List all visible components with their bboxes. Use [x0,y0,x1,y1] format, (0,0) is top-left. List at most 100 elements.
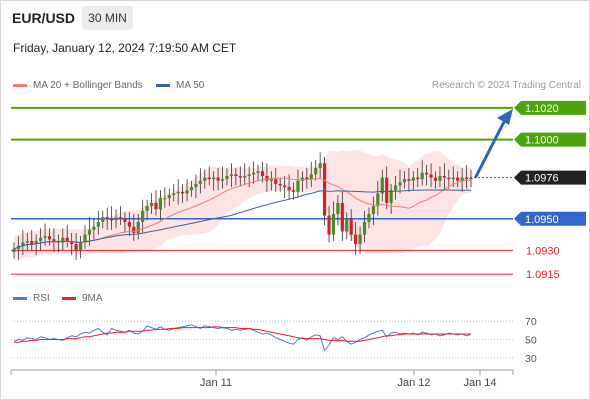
candle-body [65,237,69,241]
candle-body [425,172,429,175]
candle-body [78,242,83,251]
rsi-series-9ma [14,326,471,343]
level-tag-1.0930: 1.0930 [526,245,560,257]
candle-body [154,202,158,210]
candle-body [70,240,74,245]
candle-body [376,193,380,207]
candle-body [420,172,424,180]
level-tag-1.1000: 1.1000 [525,135,559,147]
forecast-arrow-shaft [474,120,506,179]
level-tag-bg-1.0950 [514,211,586,226]
candle-body [318,163,322,169]
legend-9ma-label: 9MA [82,293,103,304]
level-tag-1.0915: 1.0915 [526,269,560,281]
candle-body [12,248,16,252]
candle-body [234,174,238,176]
candle-body [291,190,296,192]
research-credit: Research © 2024 Trading Central [431,80,581,91]
candle-body [336,202,340,214]
candle-body [442,176,446,178]
x-tick-label: Jan 14 [463,377,496,389]
level-tag-bg-1.1020 [514,100,586,115]
candle-body [274,179,278,184]
candle-body [358,234,362,245]
legend-9ma: 9MA [62,293,103,304]
rsi-tick-30: 30 [525,353,537,365]
rsi-tick-70: 70 [525,316,537,328]
timestamp: Friday, January 12, 2024 7:19:50 AM CET [13,41,237,55]
legend-ma20-label: MA 20 + Bollinger Bands [33,80,143,91]
rsi-tick-50: 50 [525,335,537,347]
candle-body [145,206,149,211]
candle-body [47,236,52,240]
candle-body [87,229,92,235]
candle-body [83,234,87,243]
candle-body [331,214,336,235]
candle-body [172,193,176,195]
candle-body [367,214,371,222]
candle-body [469,177,473,180]
candle-body [105,217,109,219]
candle-body [269,179,273,181]
candle-body [181,191,185,194]
candle-body [101,217,105,222]
candle-body [296,180,300,192]
candle-body [207,177,211,180]
candle-body [340,202,344,232]
legend-ma50-label: MA 50 [176,80,205,91]
candle-body [260,171,265,176]
ma9-swatch [62,297,76,300]
legend-rsi-label: RSI [33,293,50,304]
candle-body [52,239,56,241]
candle-body [167,195,171,199]
candle-body [203,177,207,181]
candle-body [256,171,260,173]
candle-body [407,179,411,181]
candle-body [74,244,78,251]
candle-body [158,198,163,210]
candle-body [189,187,194,191]
candle-body [176,191,180,194]
candle-body [212,177,216,180]
candle-body [305,177,309,180]
candle-body [118,217,123,219]
candle-body [322,163,327,216]
candle-body [61,237,65,243]
candle-body [389,190,393,203]
legend-ma20: MA 20 + Bollinger Bands [13,80,143,91]
candle-body [416,177,420,180]
level-tag-1.1020: 1.1020 [525,103,559,115]
candle-body [25,240,29,243]
candle-body [92,226,96,230]
candle-body [433,177,438,181]
candle-body [398,182,402,186]
candle-body [229,174,234,176]
candle-body [110,218,114,221]
candle-body [327,215,331,235]
candle-body [185,190,189,194]
candle-body [345,218,349,232]
candle-body [114,217,118,221]
candle-body [385,177,389,203]
timeframe-button[interactable]: 30 MIN [82,6,133,30]
x-tick-label: Jan 11 [200,377,232,389]
candle-body [314,168,318,175]
candle-body [251,172,256,175]
candle-body [371,206,375,214]
candle-body [460,177,464,181]
candle-body [402,179,407,183]
candle-body [438,176,442,181]
candle-body [225,176,229,180]
chart-header: EUR/USD 30 MIN [0,0,590,36]
level-tag-bg-1.1000 [514,132,586,147]
candle-body [451,177,455,180]
candle-body [21,242,25,246]
level-tag-1.0976: 1.0976 [525,173,559,185]
candle-body [216,177,220,181]
candle-body [283,185,287,188]
candle-body [411,177,415,181]
candle-body [287,187,291,191]
ma50-line [13,189,472,250]
candle-body [429,174,433,178]
legend-rsi: RSI [13,293,50,304]
